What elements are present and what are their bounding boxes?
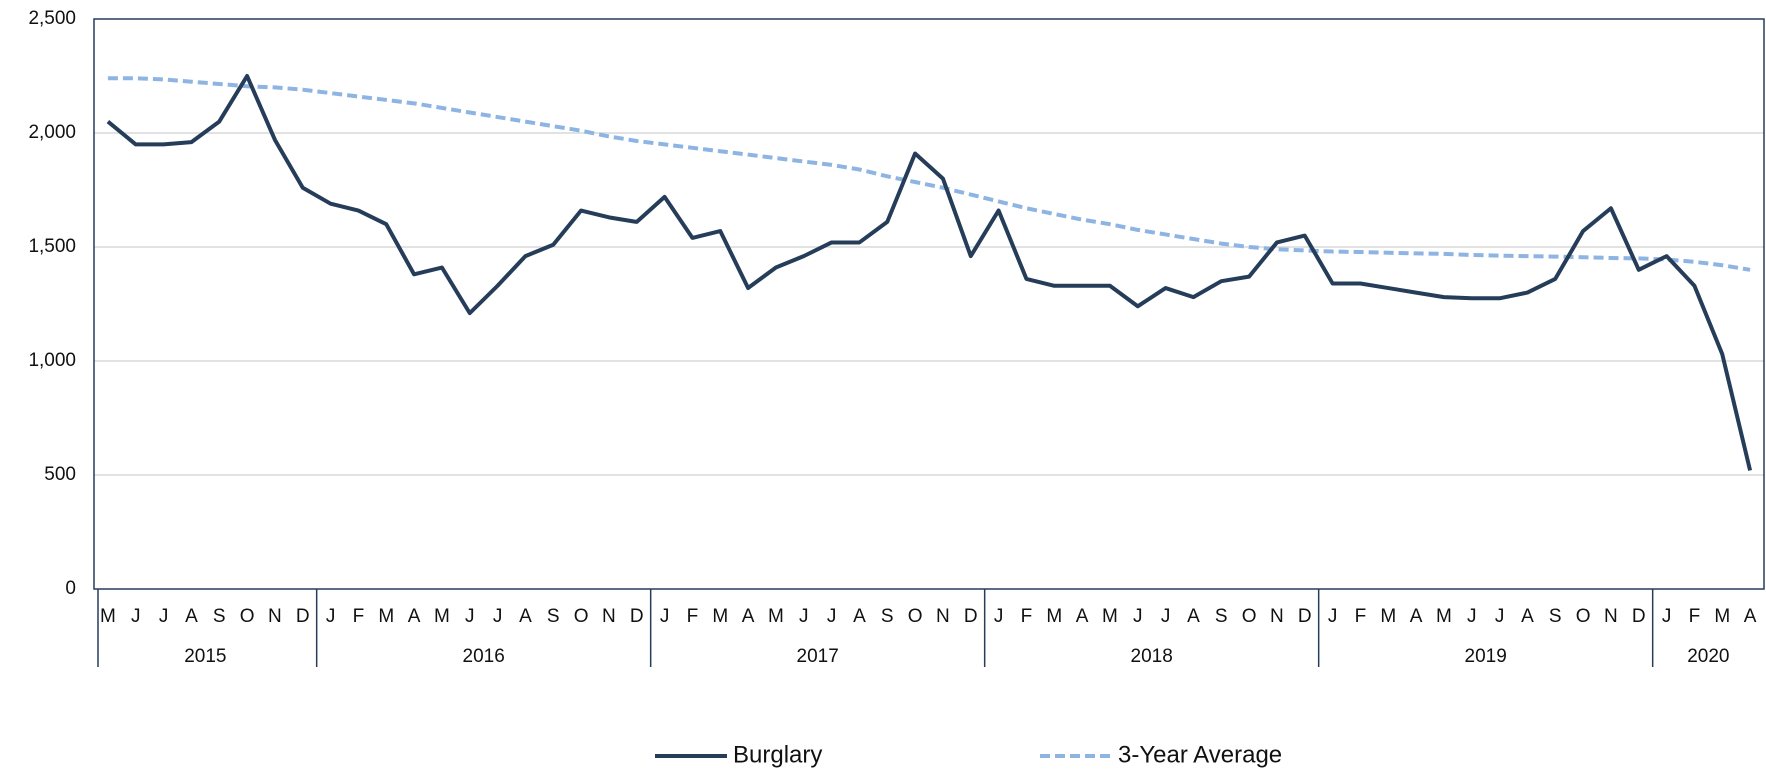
y-tick-label: 1,500 [28, 236, 76, 257]
x-tick-label: N [1604, 606, 1618, 627]
x-tick-label: J [326, 606, 336, 627]
x-tick-label: J [1662, 606, 1672, 627]
x-tick-label: O [240, 606, 255, 627]
x-tick-label: A [853, 606, 866, 627]
x-tick-label: M [712, 606, 728, 627]
y-tick-label: 500 [44, 464, 76, 485]
x-tick-label: M [434, 606, 450, 627]
x-tick-label: J [131, 606, 141, 627]
x-group-label: 2019 [1465, 646, 1507, 667]
series-line [107, 76, 1751, 272]
x-tick-label: M [1436, 606, 1452, 627]
x-tick-label: A [1410, 606, 1423, 627]
x-tick-label: A [519, 606, 532, 627]
x-tick-label: D [630, 606, 644, 627]
x-group-label: 2015 [184, 646, 226, 667]
series-line [106, 74, 1753, 471]
x-group-label: 2018 [1131, 646, 1173, 667]
x-tick-label: F [353, 606, 365, 627]
x-tick-label: A [1744, 606, 1757, 627]
x-tick-label: N [268, 606, 282, 627]
x-tick-label: J [994, 606, 1004, 627]
x-tick-label: D [964, 606, 978, 627]
x-tick-label: M [768, 606, 784, 627]
x-tick-label: A [1187, 606, 1200, 627]
x-tick-label: M [378, 606, 394, 627]
legend-label: Burglary [733, 741, 822, 768]
y-tick-label: 2,500 [28, 8, 76, 29]
x-tick-label: J [1133, 606, 1143, 627]
x-tick-label: M [1102, 606, 1118, 627]
y-tick-label: 2,000 [28, 122, 76, 143]
x-tick-label: A [742, 606, 755, 627]
x-tick-label: J [159, 606, 169, 627]
x-tick-label: M [1046, 606, 1062, 627]
x-tick-label: M [1380, 606, 1396, 627]
x-tick-label: D [1298, 606, 1312, 627]
x-tick-label: S [881, 606, 894, 627]
legend-label: 3-Year Average [1118, 741, 1282, 768]
x-tick-label: O [574, 606, 589, 627]
x-tick-label: F [1021, 606, 1033, 627]
x-tick-label: N [936, 606, 950, 627]
plot-frame [93, 18, 1765, 590]
x-tick-label: J [799, 606, 809, 627]
x-tick-label: J [1328, 606, 1338, 627]
x-tick-label: O [908, 606, 923, 627]
x-tick-label: S [1215, 606, 1228, 627]
x-tick-label: J [465, 606, 475, 627]
x-tick-label: F [1689, 606, 1701, 627]
x-tick-label: A [1076, 606, 1089, 627]
x-tick-label: F [687, 606, 699, 627]
x-tick-label: D [1632, 606, 1646, 627]
y-tick-label: 0 [65, 578, 76, 599]
x-tick-label: N [1270, 606, 1284, 627]
x-tick-label: S [1549, 606, 1562, 627]
x-tick-label: O [1576, 606, 1591, 627]
x-tick-label: A [408, 606, 421, 627]
x-group-label: 2020 [1687, 646, 1729, 667]
x-tick-label: J [660, 606, 670, 627]
y-tick-label: 1,000 [28, 350, 76, 371]
x-tick-label: S [547, 606, 560, 627]
x-group-label: 2016 [463, 646, 505, 667]
x-tick-label: S [213, 606, 226, 627]
x-tick-label: O [1242, 606, 1257, 627]
x-tick-label: M [1714, 606, 1730, 627]
x-tick-label: F [1355, 606, 1367, 627]
x-tick-label: A [1521, 606, 1534, 627]
x-tick-label: J [1161, 606, 1171, 627]
x-tick-label: D [296, 606, 310, 627]
x-tick-label: A [185, 606, 198, 627]
x-tick-label: J [1467, 606, 1477, 627]
x-tick-label: J [827, 606, 837, 627]
x-tick-label: M [100, 606, 116, 627]
x-tick-label: J [1495, 606, 1505, 627]
x-group-label: 2017 [797, 646, 839, 667]
x-tick-label: N [602, 606, 616, 627]
x-tick-label: J [493, 606, 503, 627]
